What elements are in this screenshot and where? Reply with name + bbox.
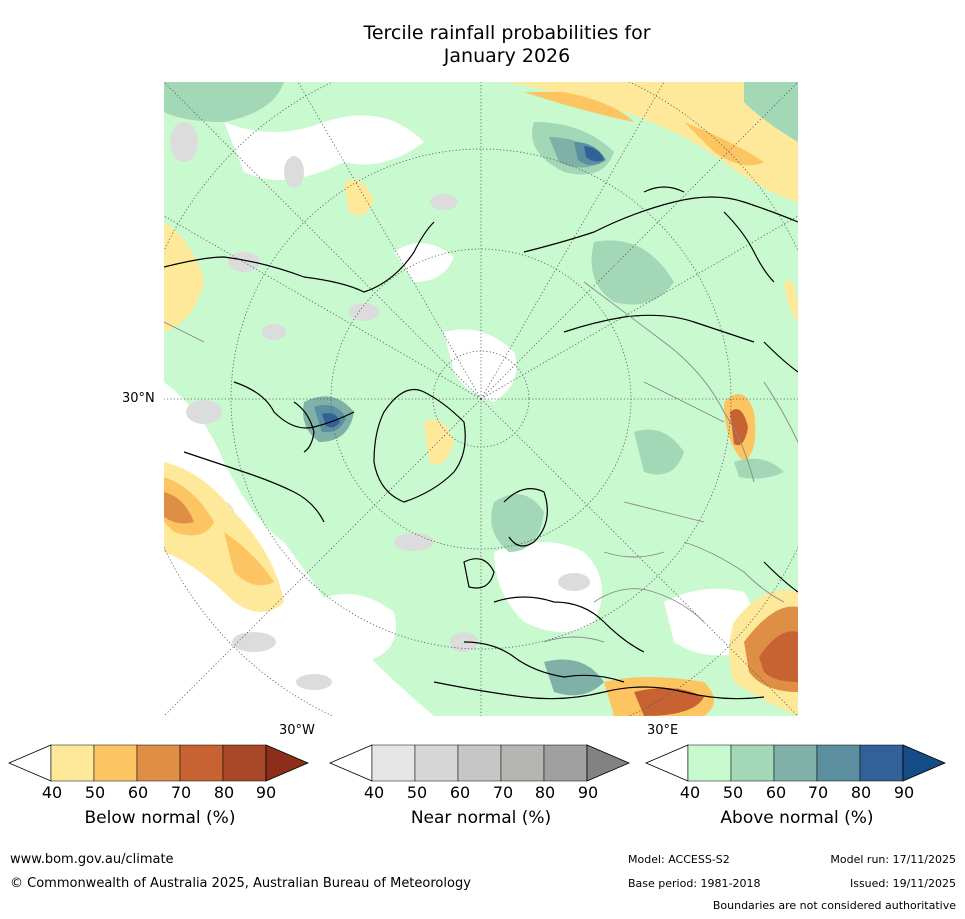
title-line-1: Tercile rainfall probabilities for [363,22,651,44]
tick: 70 [492,783,514,802]
colorbar-label-near-normal: Near normal (%) [410,808,552,828]
colorbar-label-below-normal: Below normal (%) [84,808,236,828]
colorbar-below-normal-svg [8,744,310,782]
near-normal-extend-high [586,744,631,782]
tick: 50 [84,783,106,802]
colorbar-above-normal [645,744,947,782]
above-normal-bin-2 [773,744,818,782]
tick: 50 [406,783,428,802]
below-normal-extend-low [8,744,52,782]
near-normal-bin-2 [457,744,502,782]
near-normal-bin-4 [543,744,588,782]
below-normal-bin-2 [136,744,181,782]
coastlines [164,186,798,700]
below-normal-bin-4 [222,744,267,782]
tick: 80 [213,783,235,802]
tick: 90 [255,783,277,802]
tick: 40 [363,783,385,802]
lon-label-30w: 30°W [279,723,315,738]
model-text: Model: ACCESS-S2 [628,853,730,866]
below-normal-extend-high [265,744,310,782]
map-svg [164,82,798,716]
tick: 70 [807,783,829,802]
colorbar-near-normal [329,744,631,782]
tick: 60 [449,783,471,802]
model-run-text: Model run: 17/11/2025 [830,853,956,866]
tick: 50 [722,783,744,802]
near-normal-bin-1 [414,744,459,782]
below-normal-bin-1 [93,744,138,782]
near-normal-bin-3 [500,744,545,782]
tick: 90 [893,783,915,802]
title-line-2: January 2026 [443,45,571,67]
lon-label-30e: 30°E [647,723,679,738]
above-normal-extend-low [645,744,689,782]
copyright-text: © Commonwealth of Australia 2025, Austra… [10,876,471,891]
lat-label-30n: 30°N [122,391,155,406]
below-normal-regions [164,82,798,716]
tick: 80 [850,783,872,802]
neutral-patches [164,115,754,716]
colorbar-below-normal [8,744,310,782]
tick: 60 [765,783,787,802]
below-normal-bin-0 [50,744,95,782]
above-normal-regions [164,82,798,696]
tick: 80 [534,783,556,802]
below-normal-bin-3 [179,744,224,782]
near-normal-extend-low [329,744,373,782]
issued-text: Issued: 19/11/2025 [849,877,956,890]
chart-title: Tercile rainfall probabilities for Janua… [0,22,965,68]
tick: 60 [127,783,149,802]
near-normal-bin-0 [371,744,416,782]
above-normal-bin-3 [816,744,861,782]
above-normal-bin-1 [730,744,775,782]
tick: 40 [679,783,701,802]
above-normal-extend-high [902,744,947,782]
tick: 40 [41,783,63,802]
colorbar-above-normal-svg [645,744,947,782]
colorbar-near-normal-svg [329,744,631,782]
base-period-text: Base period: 1981-2018 [628,877,761,890]
website-link[interactable]: www.bom.gov.au/climate [10,852,174,867]
tick: 70 [170,783,192,802]
colorbar-label-above-normal: Above normal (%) [720,808,874,828]
tick: 90 [577,783,599,802]
country-borders [164,281,798,643]
above-normal-bin-0 [687,744,732,782]
forecast-map [164,82,798,716]
boundaries-note: Boundaries are not considered authoritat… [712,899,956,912]
above-normal-bin-4 [859,744,904,782]
